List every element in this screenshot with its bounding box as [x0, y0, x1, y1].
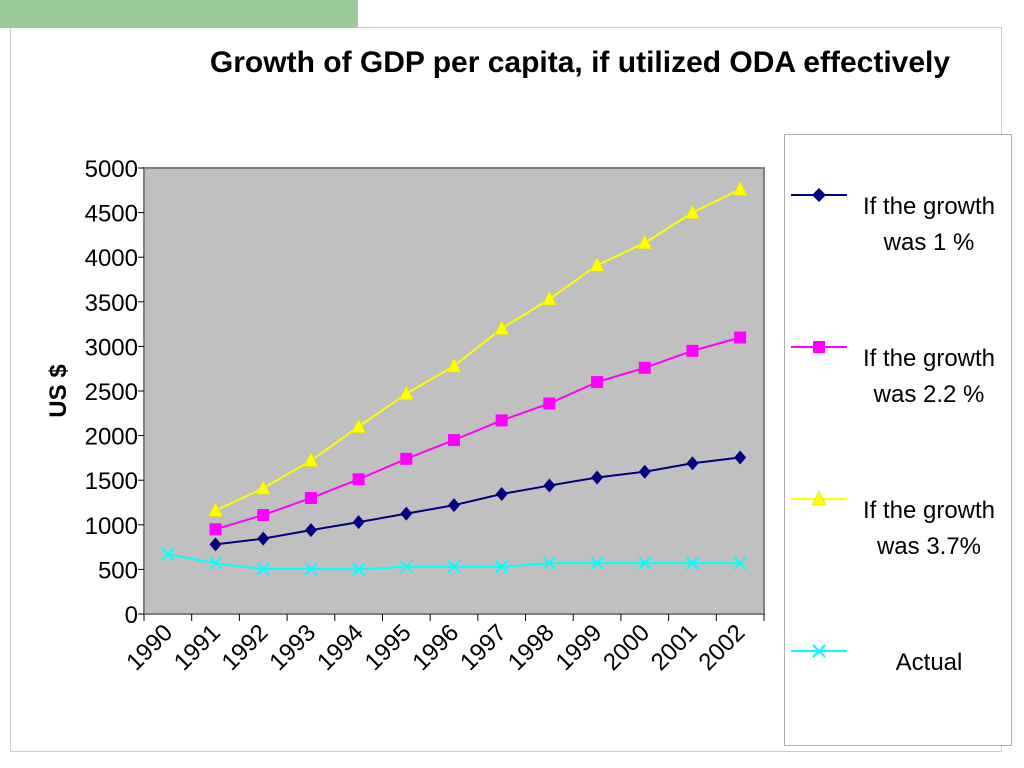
x-tick-label: 1994 — [312, 619, 369, 676]
y-tick-label: 2500 — [85, 379, 138, 406]
y-tick-label: 1500 — [85, 468, 138, 495]
legend-swatch-triangle — [791, 490, 847, 506]
series-line — [215, 188, 741, 512]
chart-title: Growth of GDP per capita, if utilized OD… — [209, 46, 951, 79]
data-point-triangle — [351, 418, 367, 433]
data-point-square — [257, 508, 270, 521]
legend-label: If the growth was 2.2 % — [862, 345, 996, 408]
data-point-triangle — [589, 256, 605, 272]
data-point-diamond — [495, 487, 508, 502]
data-point-square — [352, 473, 365, 486]
data-point-x — [447, 560, 461, 574]
legend-label: If the growth was 1 % — [862, 193, 996, 256]
data-point-triangle — [398, 385, 414, 400]
data-point-diamond — [400, 506, 413, 521]
data-point-x — [638, 556, 652, 570]
y-tick-label: 3000 — [85, 334, 138, 361]
data-point-diamond — [543, 478, 556, 493]
data-point-x — [733, 556, 747, 570]
data-point-x — [542, 556, 557, 570]
data-point-diamond — [209, 537, 222, 552]
y-tick-label: 1000 — [85, 513, 138, 540]
series-line — [215, 336, 741, 531]
data-point-square — [734, 331, 747, 344]
data-point-square — [591, 376, 604, 389]
plot-area — [143, 167, 765, 615]
x-tick-label: 2000 — [598, 619, 655, 676]
y-tick-label: 2000 — [85, 424, 138, 451]
data-point-triangle — [732, 180, 748, 196]
data-point-triangle — [637, 234, 653, 250]
data-point-square — [495, 414, 508, 427]
y-tick-label: 3500 — [85, 290, 138, 317]
data-point-diamond — [638, 464, 651, 479]
data-point-x — [590, 556, 604, 570]
chart-legend: If the growth was 1 % If the growth was … — [784, 134, 1012, 746]
legend-swatch-square — [791, 341, 847, 353]
x-tick-label: 1991 — [169, 619, 226, 676]
data-point-diamond — [257, 531, 270, 546]
x-tick-label: 1996 — [407, 619, 464, 676]
y-tick-label: 4500 — [85, 201, 138, 228]
data-point-diamond — [591, 470, 604, 485]
x-tick-label: 1995 — [360, 619, 417, 676]
data-point-triangle — [541, 290, 557, 306]
data-point-x — [494, 560, 509, 574]
data-point-triangle — [303, 452, 319, 467]
y-tick-label: 0 — [125, 602, 138, 629]
data-point-square — [543, 397, 556, 410]
x-tick-label: 1999 — [550, 619, 607, 676]
data-point-diamond — [734, 450, 747, 465]
legend-item-growth-1: If the growth was 1 % — [785, 183, 1013, 273]
y-axis-label: US $ — [45, 364, 72, 418]
data-point-diamond — [352, 515, 365, 530]
data-point-triangle — [446, 357, 462, 373]
data-point-x — [685, 556, 700, 570]
data-point-diamond — [448, 498, 460, 513]
slide-accent-bar — [0, 0, 358, 28]
data-point-triangle — [208, 501, 223, 517]
x-tick-label: 1998 — [503, 619, 560, 676]
legend-swatch-x — [791, 644, 847, 658]
legend-item-actual: Actual — [785, 639, 1013, 729]
data-point-x — [161, 547, 175, 561]
legend-label: Actual — [895, 649, 963, 676]
data-point-square — [448, 434, 460, 447]
x-tick-label: 1993 — [264, 619, 321, 676]
data-point-square — [638, 361, 651, 374]
legend-label: If the growth was 3.7% — [862, 497, 996, 560]
data-point-square — [304, 492, 317, 505]
data-point-diamond — [304, 523, 317, 538]
legend-item-growth-2-2: If the growth was 2.2 % — [785, 335, 1013, 425]
data-point-square — [209, 523, 222, 536]
x-tick-label: 2001 — [646, 619, 703, 676]
x-tick-label: 1997 — [455, 619, 512, 676]
data-point-triangle — [494, 320, 510, 335]
data-point-diamond — [686, 456, 699, 471]
data-point-x — [351, 562, 366, 577]
y-tick-label: 5000 — [85, 156, 138, 183]
data-point-x — [256, 562, 270, 576]
y-tick-label: 500 — [98, 557, 138, 584]
x-tick-label: 2002 — [694, 619, 751, 676]
x-tick-label: 1992 — [217, 619, 274, 676]
y-tick-label: 4000 — [85, 245, 138, 272]
data-point-triangle — [685, 204, 700, 219]
slide-frame-left — [10, 27, 11, 751]
data-point-x — [304, 562, 318, 576]
data-point-square — [400, 452, 413, 465]
legend-item-growth-3-7: If the growth was 3.7% — [785, 487, 1013, 577]
legend-swatch-diamond — [791, 188, 847, 202]
data-point-square — [686, 344, 699, 357]
data-point-x — [208, 556, 223, 570]
slide-frame-top — [358, 27, 1002, 28]
data-point-triangle — [255, 479, 271, 495]
data-point-x — [399, 560, 414, 574]
series-line — [215, 456, 741, 546]
slide-frame-bottom — [10, 751, 1002, 752]
